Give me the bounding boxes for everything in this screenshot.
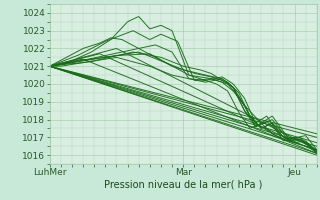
X-axis label: Pression niveau de la mer( hPa ): Pression niveau de la mer( hPa ) [104, 180, 262, 190]
